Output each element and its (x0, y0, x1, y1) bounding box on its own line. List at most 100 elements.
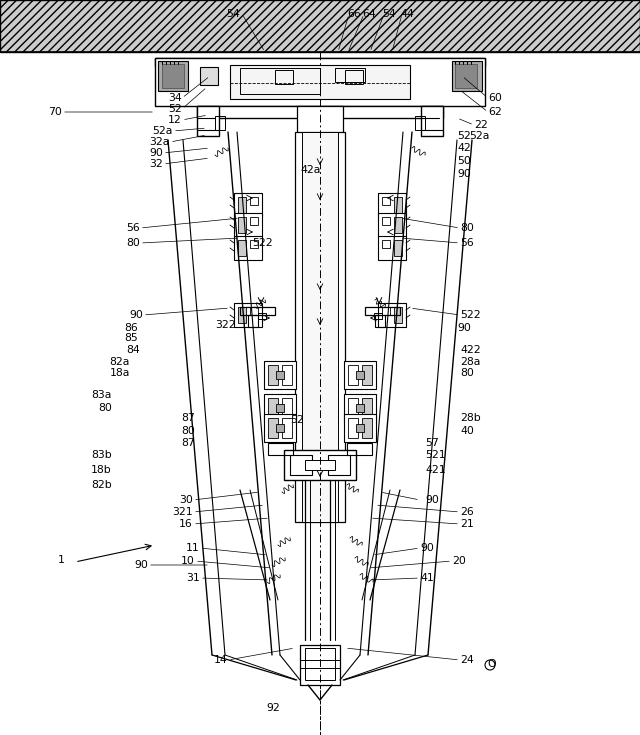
Text: 24: 24 (460, 655, 474, 665)
Bar (344, 394, 376, 422)
Bar (276, 424, 284, 432)
Bar (158, 61, 188, 91)
Text: 18a: 18a (109, 368, 130, 378)
Text: 21: 21 (460, 519, 474, 529)
Bar (300, 645, 340, 685)
Bar (348, 418, 358, 438)
Bar (276, 371, 284, 379)
Bar (234, 236, 262, 260)
Bar (250, 240, 258, 248)
Text: 322: 322 (215, 320, 236, 330)
Text: 22: 22 (474, 120, 488, 130)
Text: 90: 90 (149, 148, 163, 158)
Bar (155, 58, 485, 66)
Bar (348, 365, 358, 385)
Text: 90: 90 (457, 169, 471, 179)
Text: 522: 522 (460, 310, 481, 320)
Text: 90: 90 (420, 543, 434, 553)
Text: 52a: 52a (152, 126, 173, 136)
Bar (230, 65, 410, 99)
Text: 80: 80 (181, 426, 195, 436)
Bar (275, 70, 293, 84)
Bar (268, 365, 278, 385)
Bar (345, 70, 363, 84)
Text: 421: 421 (425, 465, 445, 475)
Text: 52: 52 (457, 131, 471, 141)
Text: 90: 90 (425, 495, 439, 505)
Bar (382, 197, 390, 205)
Bar (421, 106, 443, 136)
Text: 12: 12 (168, 115, 182, 125)
Bar (362, 418, 372, 438)
Text: 42: 42 (457, 143, 471, 153)
Text: 32a: 32a (150, 137, 170, 147)
Bar (250, 197, 258, 205)
Bar (362, 365, 372, 385)
Text: 66: 66 (347, 9, 361, 19)
Text: 80: 80 (126, 238, 140, 248)
Bar (356, 371, 364, 379)
Text: 62: 62 (488, 107, 502, 117)
Text: 92: 92 (266, 703, 280, 713)
Bar (375, 315, 385, 327)
Text: 60: 60 (488, 93, 502, 103)
Bar (238, 197, 246, 213)
Text: 40: 40 (460, 426, 474, 436)
Bar (268, 418, 278, 438)
Bar (268, 398, 278, 418)
Text: 16: 16 (179, 519, 193, 529)
Bar (284, 450, 356, 480)
Text: 80: 80 (460, 223, 474, 233)
Text: 1: 1 (58, 555, 65, 565)
Text: 11: 11 (186, 543, 200, 553)
Bar (240, 307, 275, 315)
Bar (452, 61, 482, 91)
Bar (258, 313, 266, 319)
Text: 42a: 42a (300, 165, 321, 175)
Text: 34: 34 (168, 93, 182, 103)
Bar (155, 58, 485, 106)
Text: 31: 31 (186, 573, 200, 583)
Text: 522: 522 (252, 238, 273, 248)
Text: 90: 90 (129, 310, 143, 320)
Text: 82a: 82a (109, 357, 130, 367)
Text: 85: 85 (124, 333, 138, 343)
Text: 56: 56 (460, 238, 474, 248)
Bar (250, 307, 258, 315)
Text: 52: 52 (168, 104, 182, 114)
Bar (197, 106, 219, 136)
Text: 20: 20 (452, 556, 466, 566)
Bar (297, 106, 343, 134)
Bar (305, 460, 335, 470)
Bar (344, 414, 376, 442)
Text: 83b: 83b (92, 450, 112, 460)
Bar (282, 398, 292, 418)
Bar (347, 443, 372, 455)
Bar (415, 116, 425, 130)
Bar (378, 193, 406, 217)
Text: 32: 32 (149, 159, 163, 169)
Bar (238, 307, 246, 323)
Bar (455, 64, 477, 88)
Text: 321: 321 (172, 507, 193, 517)
Bar (378, 303, 406, 327)
Bar (200, 67, 218, 85)
Bar (382, 240, 390, 248)
Text: 80: 80 (98, 403, 112, 413)
Text: 83a: 83a (92, 390, 112, 400)
Bar (282, 418, 292, 438)
Bar (344, 361, 376, 389)
Bar (348, 398, 358, 418)
Text: 70: 70 (48, 107, 62, 117)
Text: 18b: 18b (92, 465, 112, 475)
Bar (374, 313, 382, 319)
Text: 28a: 28a (460, 357, 481, 367)
Text: 84: 84 (126, 345, 140, 355)
Bar (378, 236, 406, 260)
Text: 52: 52 (290, 415, 304, 425)
Bar (0, 0, 640, 52)
Text: 54: 54 (227, 9, 240, 19)
Bar (268, 443, 293, 455)
Text: 26: 26 (460, 507, 474, 517)
Text: 422: 422 (460, 345, 481, 355)
